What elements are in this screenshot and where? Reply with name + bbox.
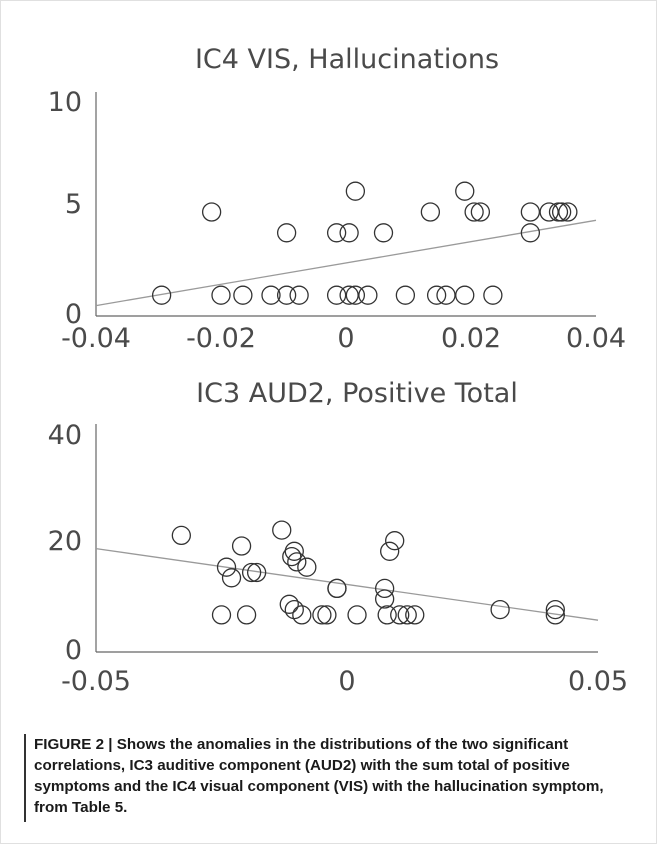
data-point: [436, 285, 456, 305]
x-tick-label: -0.02: [186, 323, 256, 354]
data-point: [171, 525, 191, 546]
data-point: [287, 552, 307, 572]
x-tick-label: 0: [337, 323, 354, 354]
data-point: [558, 202, 578, 222]
data-point: [297, 557, 317, 577]
x-tick-label: 0.04: [566, 323, 626, 354]
y-tick-label: 0: [65, 635, 82, 666]
x-tick-label: -0.05: [61, 666, 131, 697]
scatter-chart-hallucinations: IC4 VIS, Hallucinations 10 5 0 -0.04 -0.…: [48, 44, 626, 354]
figure-charts: IC4 VIS, Hallucinations 10 5 0 -0.04 -0.…: [48, 44, 628, 697]
data-point: [455, 285, 475, 305]
data-point: [385, 531, 405, 551]
caption-text: Shows the anomalies in the distributions…: [34, 736, 604, 816]
figure-caption: FIGURE 2 | Shows the anomalies in the di…: [34, 734, 634, 818]
data-point: [339, 285, 359, 305]
chart-title: IC4 VIS, Hallucinations: [195, 44, 499, 75]
data-point: [241, 562, 262, 583]
data-point: [236, 605, 257, 625]
data-point: [276, 285, 297, 305]
data-point: [405, 605, 425, 625]
data-point: [345, 181, 366, 201]
x-tick-label: 0: [338, 666, 355, 697]
data-point: [470, 202, 491, 222]
data-point: [211, 605, 232, 625]
data-point: [292, 605, 312, 625]
data-point: [545, 599, 565, 620]
data-point: [464, 202, 484, 222]
data-point: [326, 223, 347, 243]
data-point: [231, 536, 252, 556]
regression-line: [95, 548, 599, 621]
data-point: [426, 285, 447, 305]
data-point: [520, 202, 541, 222]
scatter-chart-positive-total: IC3 AUD2, Positive Total 40 20 0 -0.05 0…: [48, 378, 628, 697]
data-point: [380, 541, 400, 561]
caption-rule: [24, 734, 26, 822]
data-point: [327, 578, 347, 599]
data-point: [211, 285, 231, 305]
data-point: [276, 223, 297, 243]
data-point: [520, 223, 541, 243]
y-tick-label: 10: [48, 87, 82, 118]
data-point: [289, 285, 309, 305]
y-tick-label: 40: [48, 420, 82, 451]
data-point: [279, 594, 299, 614]
data-point: [548, 202, 569, 222]
data-point: [317, 605, 337, 625]
data-point: [246, 562, 267, 583]
data-point: [272, 520, 292, 540]
data-point: [347, 605, 367, 625]
data-point: [374, 589, 395, 609]
data-point: [377, 605, 397, 625]
data-point: [201, 202, 222, 222]
data-point: [216, 557, 237, 577]
data-point: [390, 605, 410, 625]
data-point: [420, 202, 441, 222]
caption-label: FIGURE 2 |: [34, 736, 117, 753]
data-point: [345, 285, 366, 305]
data-point: [261, 285, 281, 305]
data-point: [395, 285, 416, 305]
data-point: [284, 541, 304, 561]
data-point: [151, 285, 172, 305]
y-tick-label: 20: [48, 526, 82, 557]
x-tick-label: 0.02: [441, 323, 501, 354]
chart-title: IC3 AUD2, Positive Total: [196, 378, 518, 409]
data-point: [233, 285, 253, 305]
data-point: [221, 568, 242, 588]
data-point: [455, 181, 475, 201]
regression-line: [95, 219, 597, 307]
data-point: [312, 605, 332, 625]
data-point: [358, 285, 378, 305]
data-point: [483, 285, 503, 305]
data-point: [374, 578, 395, 599]
data-point: [545, 605, 565, 625]
data-point: [339, 223, 359, 243]
x-tick-label: 0.05: [568, 666, 628, 697]
data-points: [95, 181, 597, 307]
y-tick-label: 5: [65, 189, 82, 220]
data-point: [397, 605, 417, 625]
y-tick-label: 0: [65, 299, 82, 330]
data-point: [490, 599, 510, 620]
data-points: [95, 520, 599, 625]
data-point: [539, 202, 559, 222]
data-point: [373, 223, 394, 243]
x-tick-label: -0.04: [61, 323, 131, 354]
data-point: [326, 285, 347, 305]
